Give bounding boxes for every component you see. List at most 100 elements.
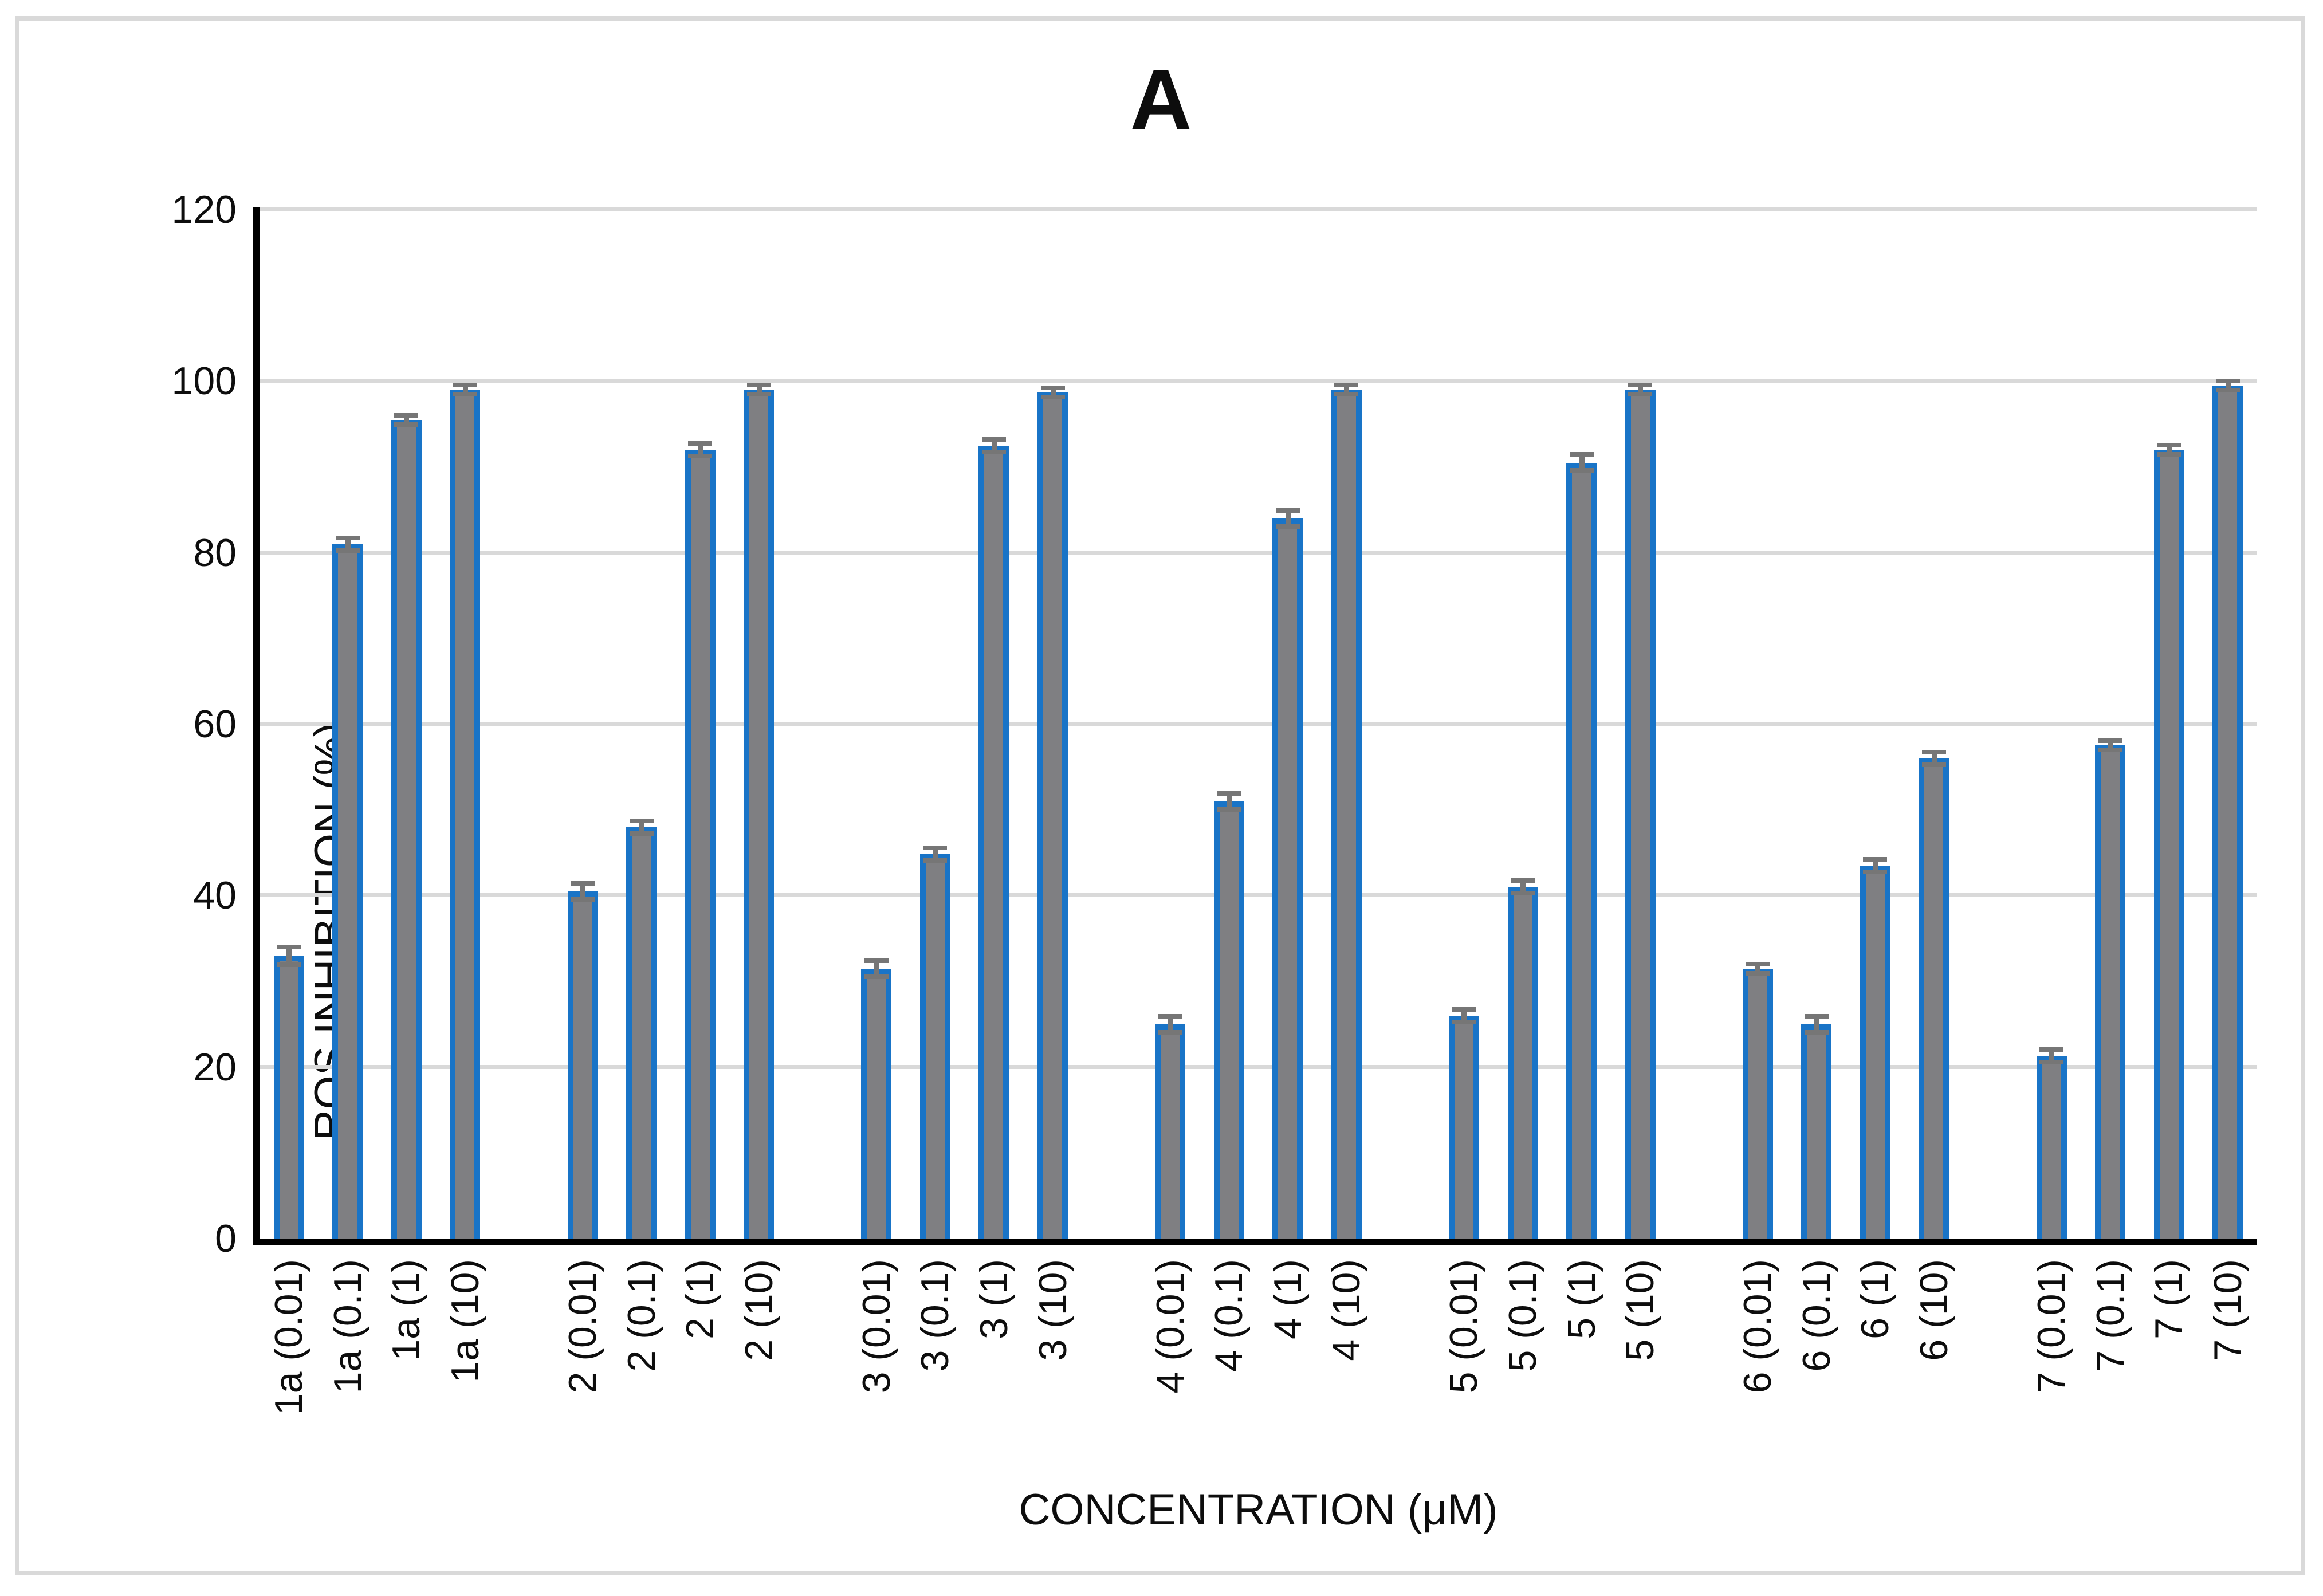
x-tick-label-2 (0.1): 2 (0.1): [620, 1259, 663, 1372]
error-bar-cap-top: [571, 881, 595, 886]
error-bar-cap-bottom: [277, 962, 301, 967]
bar-5 (0.1): [1508, 887, 1538, 1239]
error-bar-6 (1): [1863, 857, 1887, 874]
error-bar-stem: [1051, 386, 1056, 399]
error-bar-stem: [1461, 1007, 1467, 1024]
error-bar-cap-bottom: [982, 450, 1006, 454]
x-tick-label-5 (0.1): 5 (0.1): [1501, 1259, 1544, 1372]
x-tick-label-6 (1): 6 (1): [1853, 1259, 1897, 1339]
error-bar-5 (10): [1628, 383, 1652, 396]
error-bar-7 (10): [2216, 379, 2240, 392]
error-bar-cap-bottom: [630, 831, 654, 836]
error-bar-cap-top: [688, 441, 712, 446]
error-bar-cap-top: [1746, 962, 1770, 966]
error-bar-cap-top: [1217, 791, 1241, 796]
error-bar-4 (0.1): [1217, 791, 1241, 812]
error-bar-cap-bottom: [2157, 452, 2181, 457]
error-bar-cap-top: [982, 437, 1006, 442]
error-bar-stem: [992, 437, 997, 454]
error-bar-5 (0.01): [1452, 1007, 1476, 1024]
error-bar-stem: [1520, 878, 1526, 895]
error-bar-7 (0.1): [2098, 738, 2122, 752]
error-bar-cap-top: [2157, 443, 2181, 447]
error-bar-stem: [1344, 383, 1349, 396]
error-bar-cap-bottom: [453, 392, 477, 396]
bar-5 (1): [1566, 463, 1597, 1239]
bar-4 (0.1): [1214, 801, 1244, 1239]
bar-5 (0.01): [1449, 1016, 1479, 1239]
bar-2 (10): [744, 390, 774, 1239]
bar-6 (1): [1860, 866, 1890, 1239]
bar-7 (0.1): [2095, 745, 2125, 1239]
y-tick-label-120: 120: [171, 188, 237, 231]
error-bar-cap-bottom: [2039, 1060, 2063, 1064]
x-tick-label-2 (1): 2 (1): [678, 1259, 722, 1339]
error-bar-cap-bottom: [1041, 395, 1065, 399]
error-bar-1a (1): [394, 413, 418, 427]
x-tick-label-4 (0.01): 4 (0.01): [1149, 1259, 1192, 1394]
error-bar-cap-top: [747, 383, 771, 387]
error-bar-cap-bottom: [1805, 1030, 1829, 1035]
bar-6 (10): [1919, 758, 1949, 1239]
error-bar-cap-bottom: [1158, 1030, 1182, 1035]
error-bar-3 (0.01): [864, 958, 889, 979]
error-bar-3 (1): [982, 437, 1006, 454]
error-bar-cap-top: [394, 413, 418, 418]
error-bar-stem: [2049, 1047, 2054, 1064]
y-tick-label-80: 80: [193, 530, 237, 575]
error-bar-cap-bottom: [2216, 388, 2240, 392]
error-bar-4 (10): [1334, 383, 1358, 396]
bar-3 (0.1): [920, 854, 950, 1239]
error-bar-cap-bottom: [1628, 392, 1652, 396]
error-bar-cap-bottom: [1511, 891, 1535, 895]
error-bar-stem: [1227, 791, 1232, 812]
error-bar-stem: [2108, 738, 2113, 752]
error-bar-2 (1): [688, 441, 712, 458]
error-bar-5 (0.1): [1511, 878, 1535, 895]
error-bar-cap-top: [1276, 508, 1300, 513]
bar-6 (0.1): [1801, 1024, 1831, 1239]
bar-7 (0.01): [2037, 1056, 2067, 1239]
error-bar-cap-top: [630, 819, 654, 823]
x-tick-label-5 (0.01): 5 (0.01): [1442, 1259, 1485, 1394]
error-bar-stem: [1814, 1014, 1819, 1035]
error-bar-stem: [1755, 962, 1760, 976]
error-bar-cap-bottom: [1334, 392, 1358, 396]
x-tick-label-6 (0.01): 6 (0.01): [1736, 1259, 1779, 1394]
x-tick-label-4 (1): 4 (1): [1266, 1259, 1310, 1339]
error-bar-stem: [1168, 1014, 1173, 1035]
error-bar-stem: [463, 383, 468, 396]
error-bar-cap-top: [336, 536, 360, 540]
x-tick-label-2 (10): 2 (10): [737, 1259, 781, 1361]
error-bar-cap-bottom: [747, 392, 771, 396]
gridline-20: [260, 1064, 2257, 1069]
error-bar-6 (10): [1922, 750, 1946, 767]
bar-6 (0.01): [1743, 969, 1773, 1239]
error-bar-cap-bottom: [1276, 524, 1300, 529]
bar-4 (1): [1272, 518, 1303, 1239]
x-tick-label-6 (0.1): 6 (0.1): [1795, 1259, 1838, 1372]
error-bar-7 (0.01): [2039, 1047, 2063, 1064]
x-tick-label-3 (0.01): 3 (0.01): [855, 1259, 898, 1394]
error-bar-cap-top: [1334, 383, 1358, 387]
error-bar-2 (0.1): [630, 819, 654, 836]
error-bar-cap-top: [1452, 1007, 1476, 1012]
bar-3 (0.01): [861, 969, 891, 1239]
error-bar-cap-bottom: [688, 454, 712, 458]
bar-1a (10): [450, 390, 480, 1239]
error-bar-cap-top: [1041, 386, 1065, 390]
error-bar-4 (1): [1276, 508, 1300, 529]
x-tick-label-1a (1): 1a (1): [384, 1259, 428, 1361]
x-tick-label-1a (10): 1a (10): [443, 1259, 487, 1383]
error-bar-1a (10): [453, 383, 477, 396]
error-bar-6 (0.01): [1746, 962, 1770, 976]
error-bar-stem: [286, 945, 292, 967]
error-bar-stem: [2226, 379, 2231, 392]
x-tick-label-6 (10): 6 (10): [1912, 1259, 1956, 1361]
error-bar-cap-top: [1863, 857, 1887, 862]
y-tick-label-0: 0: [215, 1217, 237, 1260]
error-bar-stem: [933, 846, 938, 863]
error-bar-cap-top: [864, 958, 889, 963]
error-bar-cap-bottom: [864, 974, 889, 979]
